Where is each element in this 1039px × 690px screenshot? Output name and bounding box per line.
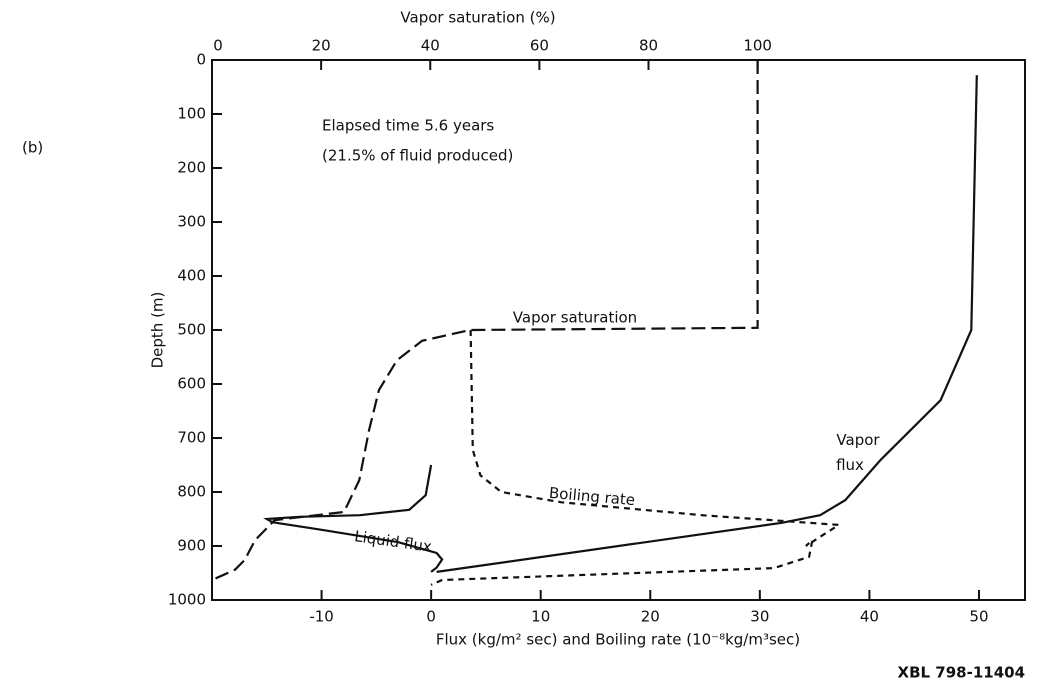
y-tick-label: 1000 [168,591,206,609]
y-tick-label: 600 [177,375,206,393]
y-tick-label: 0 [196,51,206,69]
y-axis-label: Depth (m) [149,292,167,369]
x-tick-label: 10 [531,608,550,626]
x-axis-label: Flux (kg/m² sec) and Boiling rate (10⁻⁸k… [436,631,800,649]
line-series [436,75,978,573]
panel-label: (b) [22,139,43,157]
x-tick-label: 0 [426,608,436,626]
x2-tick-label: 40 [421,37,440,55]
y-tick-label: 900 [177,537,206,555]
line-series [263,464,444,573]
x2-tick-label: 80 [639,37,658,55]
y-tick-label: 100 [177,105,206,123]
x2-tick-label: 20 [312,37,331,55]
y-tick-label: 200 [177,159,206,177]
y-tick-label: 300 [177,213,206,231]
plot-frame [211,59,1026,601]
x2-axis-label: Vapor saturation (%) [400,9,555,27]
x2-tick-label: 60 [530,37,549,55]
line-series [211,60,759,582]
y-tick-label: 700 [177,429,206,447]
y-tick-label: 400 [177,267,206,285]
series-label: Vapor saturation [513,309,637,327]
y-tick-label: 500 [177,321,206,339]
line-series [430,329,843,586]
x-tick-label: 20 [641,608,660,626]
x2-tick-label: 100 [743,37,772,55]
annotation: Elapsed time 5.6 years [322,117,494,135]
series-label: Boiling rate [548,484,635,509]
credit: XBL 798-11404 [898,664,1026,682]
series-label: Liquid flux [353,527,433,556]
x2-tick-label: 0 [213,37,223,55]
x-tick-label: -10 [309,608,334,626]
y-tick-label: 800 [177,483,206,501]
x-tick-label: 40 [860,608,879,626]
annotation: (21.5% of fluid produced) [322,147,513,165]
x-tick-label: 50 [969,608,988,626]
x-tick-label: 30 [750,608,769,626]
series-label: Vapor flux [836,431,880,474]
